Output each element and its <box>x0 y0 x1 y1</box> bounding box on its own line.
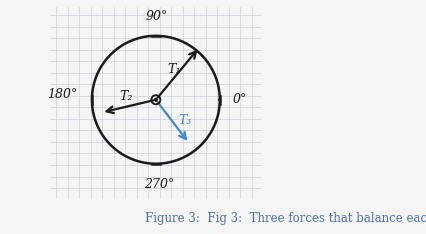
Circle shape <box>154 98 157 101</box>
Circle shape <box>151 95 160 104</box>
Text: 90°: 90° <box>146 10 168 23</box>
Text: 270°: 270° <box>144 178 174 191</box>
Text: 180°: 180° <box>47 88 78 101</box>
Text: T₃: T₃ <box>178 114 192 127</box>
Text: T₁: T₁ <box>167 62 180 76</box>
Text: Figure 3:  Fig 3:  Three forces that balance each other: Figure 3: Fig 3: Three forces that balan… <box>144 212 426 225</box>
Text: T₂: T₂ <box>119 90 133 103</box>
Text: 0°: 0° <box>232 93 246 106</box>
